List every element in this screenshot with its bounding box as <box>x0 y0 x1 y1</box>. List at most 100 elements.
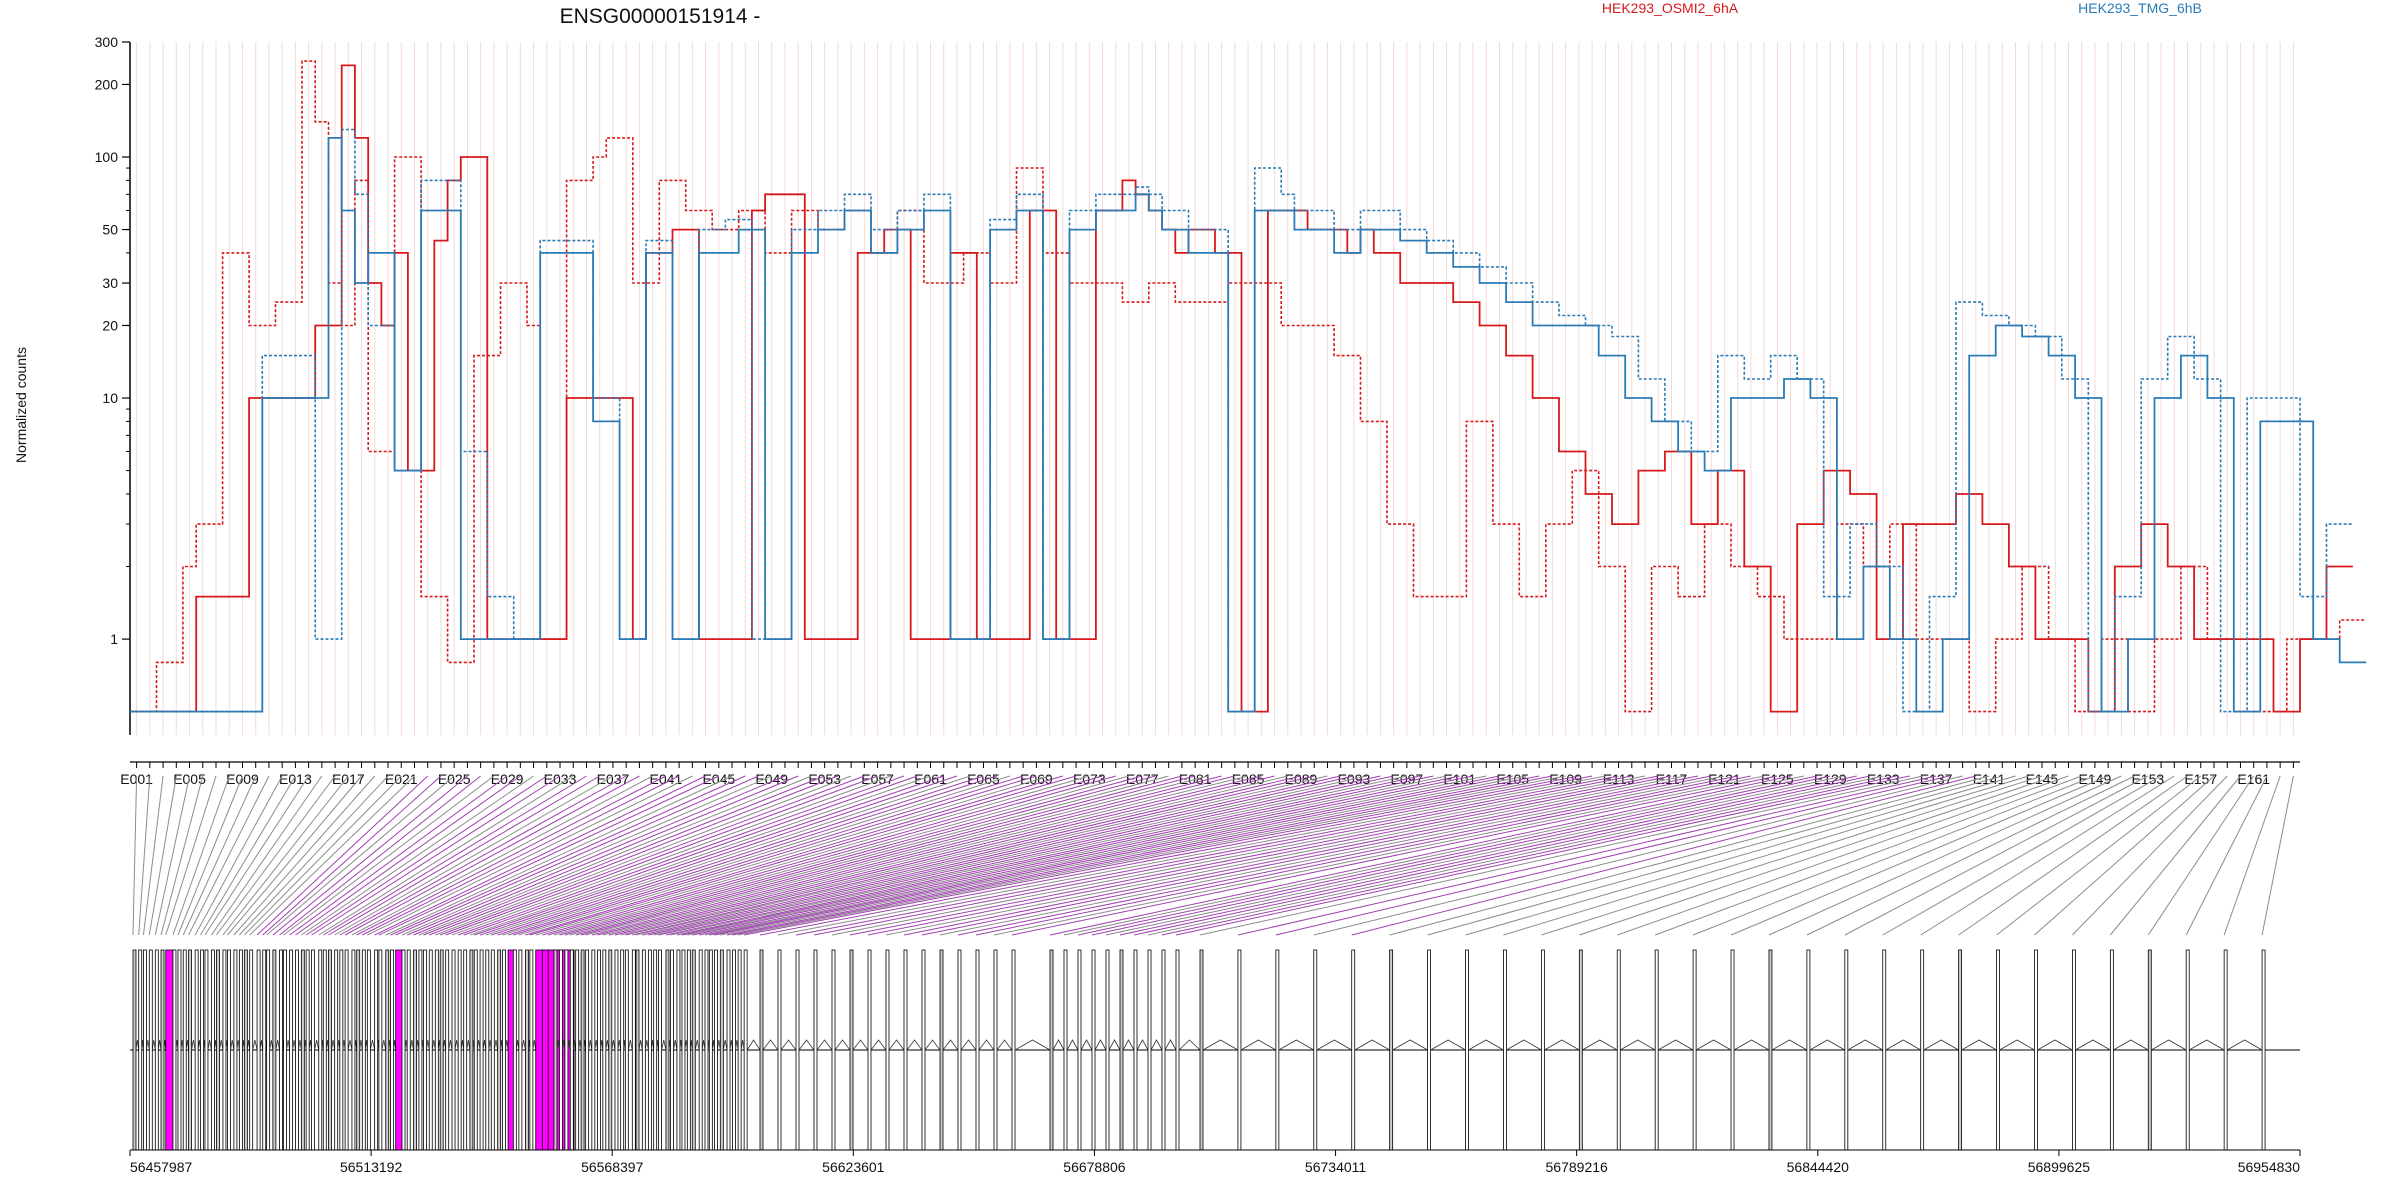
intron-chevron <box>960 1039 977 1051</box>
exon-box <box>172 949 177 1151</box>
exon-connector <box>154 775 191 936</box>
exon-box <box>1091 949 1096 1151</box>
legend-entry-tmg: HEK293_TMG_6hB <box>2078 0 2202 16</box>
exon-box <box>356 949 361 1151</box>
exon-connector <box>681 775 1434 936</box>
exon-box <box>665 949 670 1151</box>
exon-connector <box>344 775 640 936</box>
exon-box <box>732 949 736 1151</box>
exon-tick-label: E017 <box>332 771 365 787</box>
exon-connector <box>1389 775 1990 936</box>
intron-chevron <box>259 1039 264 1051</box>
exon-tick-label: E009 <box>226 771 259 787</box>
intron-chevron <box>230 1039 235 1051</box>
exon-box <box>691 949 696 1151</box>
intron-chevron <box>286 1039 291 1051</box>
exon-box <box>262 949 267 1151</box>
exon-connector <box>1654 775 2082 936</box>
intron-chevron <box>2037 1039 2073 1051</box>
exon-connector <box>256 775 429 936</box>
exon-connector <box>2147 775 2255 936</box>
exon-connector <box>445 775 878 936</box>
exon-box <box>525 949 529 1151</box>
intron-chevron <box>729 1039 733 1051</box>
exon-connector <box>1077 775 1818 936</box>
exon-box <box>1503 949 1507 1151</box>
exon-connector <box>849 775 1659 936</box>
intron-chevron <box>331 1039 336 1051</box>
y-tick-label: 30 <box>102 275 118 291</box>
exon-box <box>1882 949 1887 1151</box>
exon-box <box>423 949 427 1151</box>
intron-chevron <box>269 1039 274 1051</box>
exon-connector <box>687 775 1447 936</box>
y-tick-label: 300 <box>95 34 119 50</box>
exon-box <box>653 949 658 1151</box>
exon-connector <box>200 775 296 936</box>
genomic-tick-label: 56623601 <box>822 1159 885 1175</box>
exon-connector <box>676 775 1421 936</box>
exon-connector <box>720 775 1527 936</box>
exon-box <box>378 949 383 1151</box>
exon-box <box>188 949 192 1151</box>
exon-box <box>283 949 287 1151</box>
exon-connector <box>625 775 1302 936</box>
exon-box <box>518 949 523 1151</box>
exon-box <box>795 949 800 1151</box>
exon-connector <box>318 775 574 936</box>
exon-box <box>374 949 379 1151</box>
intron-chevron <box>1582 1039 1618 1051</box>
exon-box <box>1768 949 1773 1151</box>
exon-box <box>2147 949 2152 1151</box>
exon-tick-label: E149 <box>2079 771 2112 787</box>
exon-connector <box>665 775 1394 936</box>
exon-box <box>249 949 254 1151</box>
exon-box <box>1119 949 1124 1151</box>
exon-connector <box>328 775 600 936</box>
exon-box <box>939 949 944 1151</box>
intron-chevron <box>834 1039 851 1051</box>
intron-chevron <box>1164 1039 1177 1051</box>
intron-chevron <box>1885 1039 1921 1051</box>
intron-chevron <box>409 1039 414 1051</box>
intron-chevron <box>2075 1039 2111 1051</box>
exon-connector <box>632 775 1315 936</box>
intron-chevron <box>1094 1039 1107 1051</box>
intron-chevron <box>1240 1039 1277 1051</box>
intron-chevron <box>722 1039 728 1051</box>
exon-box <box>614 949 619 1151</box>
exon-box <box>401 949 406 1151</box>
intron-chevron <box>1178 1039 1201 1051</box>
intron-chevron <box>746 1039 761 1051</box>
exon-box <box>1844 949 1849 1151</box>
intron-chevron <box>314 1039 320 1051</box>
series-line-0 <box>130 64 2353 713</box>
exon-connector <box>1161 775 1897 936</box>
exon-connector <box>1617 775 2069 936</box>
exon-connector <box>407 775 786 936</box>
exon-box <box>451 949 456 1151</box>
exon-connector <box>529 775 1077 936</box>
exon-box <box>160 949 165 1151</box>
intron-chevron <box>924 1039 941 1051</box>
exon-box <box>502 949 506 1151</box>
exon-connector <box>1806 775 2135 936</box>
genomic-tick-label: 56678806 <box>1063 1159 1126 1175</box>
exon-box <box>132 949 137 1151</box>
exon-connector <box>469 775 931 936</box>
exon-connector <box>575 775 1183 936</box>
exon-connector <box>614 775 1275 936</box>
exon-gridlines <box>136 42 2294 735</box>
intron-chevron <box>515 1039 520 1051</box>
exon-connector <box>653 775 1368 936</box>
exon-box <box>318 949 323 1151</box>
exon-box <box>469 949 474 1151</box>
exon-connector <box>2261 775 2294 936</box>
exon-connector <box>570 775 1169 936</box>
exon-box <box>564 949 569 1151</box>
exon-box <box>553 949 558 1151</box>
exon-connector <box>699 775 1474 936</box>
exon-connector <box>429 775 839 936</box>
exon-connector <box>518 775 1050 936</box>
exon-connector <box>485 775 971 936</box>
